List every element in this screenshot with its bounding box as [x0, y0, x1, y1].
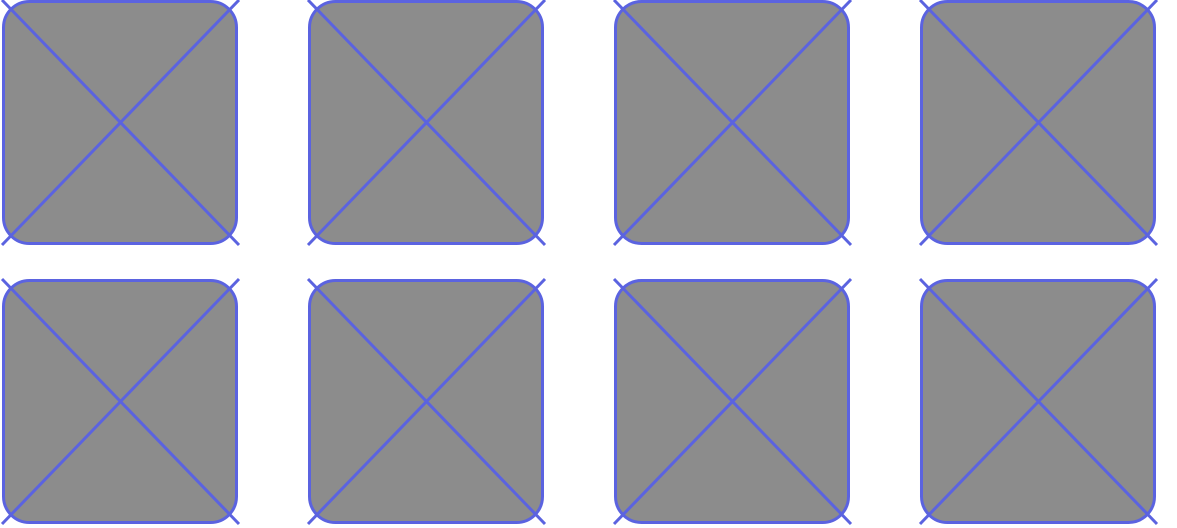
placeholder-graphic [612, 277, 853, 526]
placeholder-graphic [306, 0, 547, 247]
placeholder-graphic [612, 0, 853, 247]
placeholder-diagonal [306, 277, 547, 526]
image-placeholder-icon [918, 0, 1159, 247]
image-placeholder-icon [612, 277, 853, 526]
placeholder-diagonal [306, 0, 547, 247]
placeholder-diagonal [612, 0, 853, 247]
placeholder-diagonal [612, 277, 853, 526]
placeholder-graphic [918, 277, 1159, 526]
placeholder-graphic [0, 0, 241, 247]
image-placeholder-icon [0, 0, 241, 247]
image-placeholder-icon [612, 0, 853, 247]
image-placeholder-icon [0, 277, 241, 526]
image-placeholder-icon [306, 277, 547, 526]
placeholder-diagonal [918, 277, 1159, 526]
image-placeholder-icon [306, 0, 547, 247]
placeholder-diagonal [0, 277, 241, 526]
placeholder-graphic [306, 277, 547, 526]
placeholder-graphic [918, 0, 1159, 247]
placeholder-graphic [0, 277, 241, 526]
placeholder-diagonal [918, 0, 1159, 247]
placeholder-diagonal [0, 0, 241, 247]
image-placeholder-icon [918, 277, 1159, 526]
